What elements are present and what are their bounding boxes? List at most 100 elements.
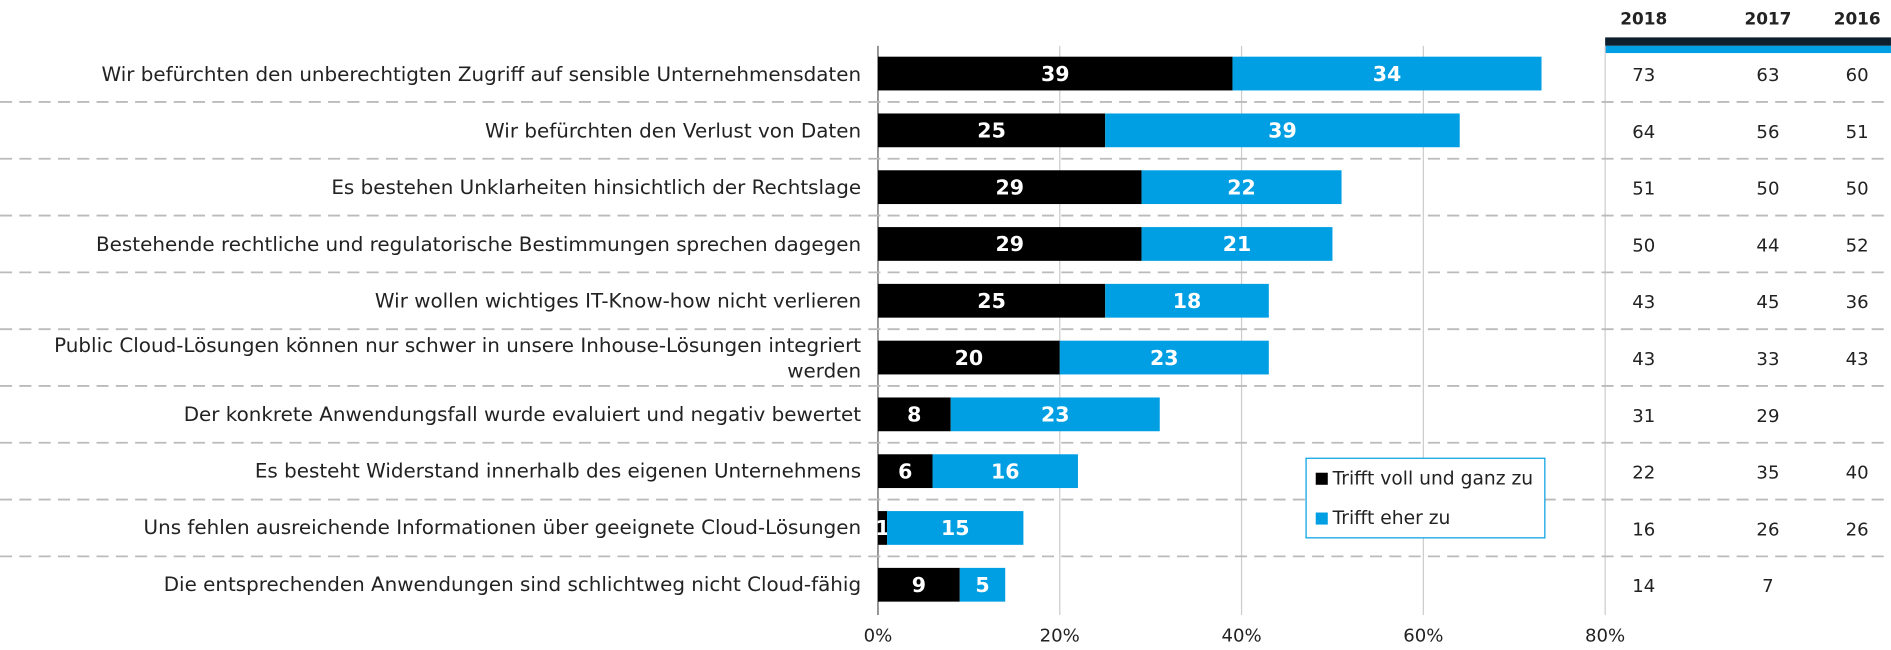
bar-segment <box>877 340 1060 375</box>
data-label: 22 <box>1227 175 1256 199</box>
table-value: 51 <box>1846 122 1869 143</box>
table-value: 50 <box>1632 235 1655 256</box>
table-value: 22 <box>1632 463 1655 484</box>
data-label: 15 <box>941 516 970 540</box>
x-tick-label: 20% <box>1040 626 1080 647</box>
data-label: 29 <box>996 232 1025 256</box>
category-label: Es besteht Widerstand innerhalb des eige… <box>254 459 862 483</box>
category-label: Uns fehlen ausreichende Informationen üb… <box>143 516 862 540</box>
data-label: 39 <box>1268 119 1297 143</box>
category-label: Der konkrete Anwendungsfall wurde evalui… <box>183 402 862 426</box>
category-label-box: Wir befürchten den unberechtigten Zugrif… <box>101 62 862 86</box>
table-value: 52 <box>1846 235 1869 256</box>
legend-label: Trifft voll und ganz zu <box>1332 468 1534 489</box>
table-value: 50 <box>1756 179 1779 200</box>
table-header: 2017 <box>1744 8 1791 28</box>
legend-box <box>1305 457 1546 539</box>
table-value: 43 <box>1632 349 1655 370</box>
table-header: 2018 <box>1620 8 1667 28</box>
table-value: 56 <box>1756 122 1779 143</box>
data-label: 1 <box>875 516 889 540</box>
data-label: 6 <box>898 459 912 483</box>
bar-segment <box>877 397 951 432</box>
bar-segment <box>877 170 1142 205</box>
table-value: 16 <box>1632 519 1655 540</box>
table-value: 63 <box>1756 65 1779 86</box>
bar-segment <box>877 567 960 602</box>
table-value: 31 <box>1632 406 1655 427</box>
x-tick-label: 40% <box>1221 626 1261 647</box>
data-label: 8 <box>907 403 921 427</box>
category-label: Wir wollen wichtiges IT-Know-how nicht v… <box>374 289 862 313</box>
data-label: 20 <box>955 346 984 370</box>
data-label: 25 <box>977 289 1006 313</box>
table-value: 26 <box>1756 519 1779 540</box>
table-value: 44 <box>1756 235 1779 256</box>
bar-segment <box>932 454 1078 489</box>
table-value: 40 <box>1846 463 1869 484</box>
bar-segment <box>950 397 1160 432</box>
category-label: Bestehende rechtliche und regulatorische… <box>96 232 862 256</box>
category-label-box: Wir befürchten den Verlust von Daten <box>485 118 862 142</box>
table-value: 51 <box>1632 179 1655 200</box>
table-header: 2016 <box>1834 8 1881 28</box>
x-tick-label: 60% <box>1403 626 1443 647</box>
data-label: 5 <box>975 573 989 597</box>
table-value: 14 <box>1632 576 1655 597</box>
data-label: 9 <box>912 573 926 597</box>
legend-label: Trifft eher zu <box>1332 508 1451 529</box>
category-label: Wir befürchten den Verlust von Daten <box>485 118 862 142</box>
table-value: 73 <box>1632 65 1655 86</box>
bar-segment <box>1232 56 1542 91</box>
table-header-bar <box>1605 45 1891 54</box>
data-label: 21 <box>1223 232 1252 256</box>
category-label: Es bestehen Unklarheiten hinsichtlich de… <box>331 175 862 199</box>
bar-segment <box>877 454 933 489</box>
legend-swatch <box>1315 472 1328 485</box>
data-label: 18 <box>1173 289 1202 313</box>
category-label-box: Uns fehlen ausreichende Informationen üb… <box>143 516 862 540</box>
bar-segment <box>877 227 1142 261</box>
bar-segment <box>959 567 1006 602</box>
data-label: 29 <box>996 175 1025 199</box>
category-label-box: Es bestehen Unklarheiten hinsichtlich de… <box>331 175 862 199</box>
legend-swatch <box>1315 512 1328 525</box>
bar-segment <box>877 113 1106 148</box>
data-label: 34 <box>1373 62 1402 86</box>
table-value: 36 <box>1846 292 1869 313</box>
table-value: 35 <box>1756 463 1779 484</box>
x-tick-label: 0% <box>864 626 893 647</box>
table-value: 7 <box>1762 576 1774 597</box>
table-value: 26 <box>1846 519 1869 540</box>
bar-segment <box>1105 113 1460 148</box>
table-value: 45 <box>1756 292 1779 313</box>
category-label-box: Wir wollen wichtiges IT-Know-how nicht v… <box>374 289 862 313</box>
data-label: 23 <box>1150 346 1179 370</box>
data-label: 25 <box>977 119 1006 143</box>
table-value: 64 <box>1632 122 1655 143</box>
x-tick-label: 80% <box>1585 626 1625 647</box>
data-label: 16 <box>991 459 1020 483</box>
bar-segment <box>887 511 1024 545</box>
category-label: Wir befürchten den unberechtigten Zugrif… <box>101 62 862 86</box>
category-label-box: Es besteht Widerstand innerhalb des eige… <box>254 459 862 483</box>
category-label-box: Die entsprechenden Anwendungen sind schl… <box>163 573 862 597</box>
table-value: 60 <box>1846 65 1869 86</box>
table-value: 50 <box>1846 179 1869 200</box>
category-label: Die entsprechenden Anwendungen sind schl… <box>163 573 862 597</box>
table-value: 29 <box>1756 406 1779 427</box>
table-header-bar <box>1605 37 1891 46</box>
bar-segment <box>877 56 1233 91</box>
category-label-box: Bestehende rechtliche und regulatorische… <box>96 232 862 256</box>
category-label-box: Public Cloud-Lösungen können nur schwer … <box>54 333 861 381</box>
data-label: 23 <box>1041 403 1070 427</box>
bar-segment <box>1141 170 1342 205</box>
table-value: 33 <box>1756 349 1779 370</box>
category-label-box: Der konkrete Anwendungsfall wurde evalui… <box>183 402 862 426</box>
bar-segment <box>1059 340 1269 375</box>
bar-segment <box>1105 283 1269 318</box>
bar-segment <box>877 283 1106 318</box>
data-label: 39 <box>1041 62 1070 86</box>
